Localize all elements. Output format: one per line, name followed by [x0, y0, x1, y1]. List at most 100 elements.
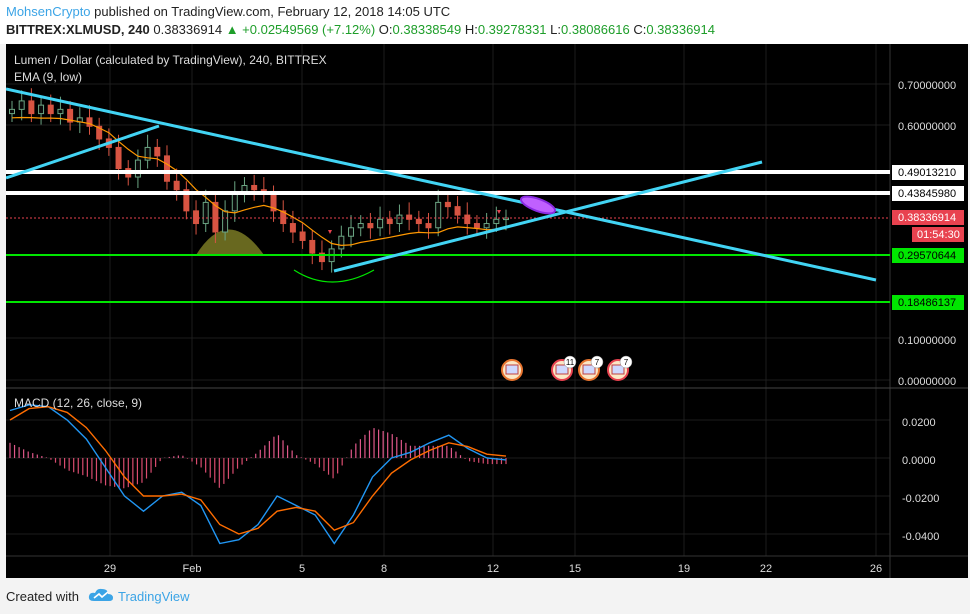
- sell-marker-1: [328, 230, 332, 234]
- candle-body: [299, 231, 306, 241]
- footer: Created with TradingView: [0, 578, 970, 614]
- candle-body: [357, 223, 364, 229]
- candle-body: [493, 218, 500, 225]
- macd-tick: -0.0400: [902, 531, 939, 543]
- svg-text:0.38336914: 0.38336914: [898, 212, 956, 224]
- price-change: ▲ +0.02549569 (+7.12%): [225, 22, 376, 37]
- candle-body: [163, 155, 170, 182]
- date-tick: 8: [381, 563, 387, 575]
- date-tick: 22: [760, 563, 772, 575]
- date-tick: 15: [569, 563, 581, 575]
- macd-line: [9, 404, 507, 545]
- close-label: C:: [633, 22, 647, 37]
- event-count: 7: [595, 358, 600, 367]
- price-tick: 0.60000000: [898, 121, 956, 133]
- breakout-highlight: [519, 195, 557, 215]
- descending-trendline[interactable]: [5, 87, 877, 282]
- candle-body: [435, 201, 442, 229]
- candle-body: [289, 223, 296, 233]
- support-badge-2: 0.18486137: [892, 295, 964, 310]
- svg-text:0.49013210: 0.49013210: [898, 167, 956, 179]
- author-link[interactable]: MohsenCrypto: [6, 4, 91, 19]
- countdown-badge: 01:54:30: [912, 227, 964, 242]
- close-value: 0.38336914: [646, 22, 715, 37]
- chart-header: MohsenCrypto published on TradingView.co…: [0, 0, 970, 44]
- candle-body: [483, 223, 490, 229]
- last-price: 0.38336914: [153, 22, 223, 37]
- symbol-label: BITTREX:XLMUSD, 240: [6, 22, 150, 37]
- svg-text:0.18486137: 0.18486137: [898, 297, 956, 309]
- candle-body: [9, 108, 15, 115]
- macd-tick: -0.0200: [902, 493, 939, 505]
- price-tick: 0.10000000: [898, 335, 956, 347]
- candle-body: [348, 227, 355, 237]
- date-tick: 12: [487, 563, 499, 575]
- open-value: 0.38338549: [392, 22, 462, 37]
- svg-text:0.43845980: 0.43845980: [898, 188, 956, 200]
- candle-body: [454, 206, 461, 216]
- candle-body: [464, 214, 471, 225]
- candle-body: [173, 180, 180, 191]
- ema-legend: EMA (9, low): [14, 70, 82, 84]
- candle-body: [222, 210, 229, 233]
- last-price-badge: 0.38336914: [892, 210, 964, 225]
- event-count: 7: [624, 358, 629, 367]
- date-tick: 19: [678, 563, 690, 575]
- candle-body: [67, 108, 74, 123]
- candle-body: [444, 201, 451, 208]
- candle-body: [338, 235, 345, 250]
- candle-body: [86, 117, 93, 127]
- high-label: H:: [464, 22, 478, 37]
- event-icon-4[interactable]: 7: [607, 355, 633, 381]
- price-chart[interactable]: 11 7 7 Lumen / Dollar (calculated by Tra…: [5, 44, 968, 578]
- candle-body: [415, 218, 422, 225]
- chart-area[interactable]: 11 7 7 Lumen / Dollar (calculated by Tra…: [5, 44, 968, 578]
- publish-line: MohsenCrypto published on TradingView.co…: [6, 4, 450, 19]
- candle-body: [473, 223, 480, 229]
- candle-body: [231, 193, 238, 212]
- candle-body: [396, 214, 403, 225]
- candle-body: [309, 239, 316, 254]
- candle-body: [115, 146, 122, 170]
- event-icon-1[interactable]: [501, 359, 523, 381]
- candle-body: [202, 201, 209, 225]
- low-value: 0.38086616: [561, 22, 630, 37]
- date-tick: 29: [104, 563, 116, 575]
- sell-marker-2: [497, 210, 501, 214]
- price-tick: 0.00000000: [898, 376, 956, 388]
- candle-body: [57, 108, 64, 115]
- created-with-label: Created with: [6, 589, 79, 604]
- grid: [6, 44, 890, 556]
- candle-body: [134, 159, 141, 178]
- rounding-bottom-arc: [293, 269, 375, 283]
- signal-line: [9, 405, 507, 535]
- open-label: O:: [378, 22, 393, 37]
- ascending-trendline[interactable]: [333, 160, 763, 273]
- published-text: published on TradingView.com, February 1…: [94, 4, 451, 19]
- candle-body: [251, 184, 258, 191]
- candle-body: [280, 210, 287, 225]
- macd-legend: MACD (12, 26, close, 9): [14, 396, 142, 410]
- chart-title: Lumen / Dollar (calculated by TradingVie…: [14, 53, 327, 67]
- candle-body: [154, 146, 161, 157]
- candle-body: [18, 100, 25, 110]
- macd-tick: 0.0000: [902, 455, 936, 467]
- date-tick: 26: [870, 563, 882, 575]
- ohlc-line: BITTREX:XLMUSD, 240 0.38336914 ▲ +0.0254…: [6, 22, 715, 37]
- tradingview-link[interactable]: TradingView: [118, 589, 190, 604]
- tradingview-cloud-icon[interactable]: [88, 586, 114, 604]
- svg-text:01:54:30: 01:54:30: [917, 229, 960, 241]
- candle-body: [28, 100, 35, 115]
- candle-body: [96, 125, 103, 140]
- svg-text:0.29570644: 0.29570644: [898, 250, 956, 262]
- candle-body: [406, 214, 413, 220]
- low-label: L:: [550, 22, 561, 37]
- event-icon-2[interactable]: 11: [551, 355, 577, 381]
- level-badge-1: 0.49013210: [892, 165, 964, 180]
- support-badge-1: 0.29570644: [892, 248, 964, 263]
- event-icon-3[interactable]: 7: [578, 355, 604, 381]
- candle-body: [318, 252, 325, 263]
- candle-body: [425, 223, 432, 229]
- early-uptrend-line[interactable]: [5, 124, 160, 180]
- ema-line: [11, 116, 507, 247]
